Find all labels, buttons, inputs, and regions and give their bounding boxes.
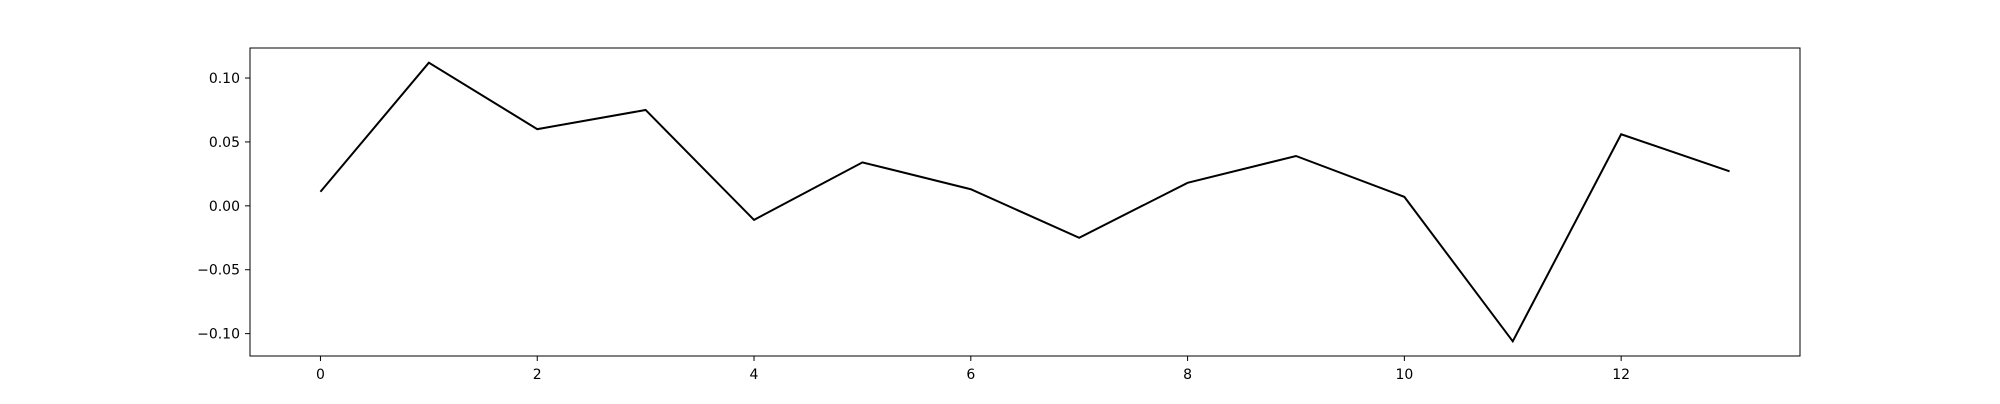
y-tick-label: −0.10 <box>197 327 240 343</box>
plot-area <box>250 48 1800 356</box>
y-tick-label: 0.00 <box>209 199 240 215</box>
y-tick-label: 0.10 <box>209 71 240 87</box>
x-tick-label: 4 <box>750 367 759 383</box>
x-tick-label: 6 <box>966 367 975 383</box>
y-tick-label: 0.05 <box>209 135 240 151</box>
y-tick-label: −0.05 <box>197 263 240 279</box>
x-tick-label: 10 <box>1395 367 1413 383</box>
x-tick-label: 0 <box>316 367 325 383</box>
x-tick-label: 2 <box>533 367 542 383</box>
x-tick-label: 8 <box>1183 367 1192 383</box>
y-axis: −0.10 −0.05 0.00 0.05 0.10 <box>197 71 250 343</box>
x-axis: 0 2 4 6 8 10 12 <box>316 356 1630 383</box>
x-tick-label: 12 <box>1612 367 1630 383</box>
